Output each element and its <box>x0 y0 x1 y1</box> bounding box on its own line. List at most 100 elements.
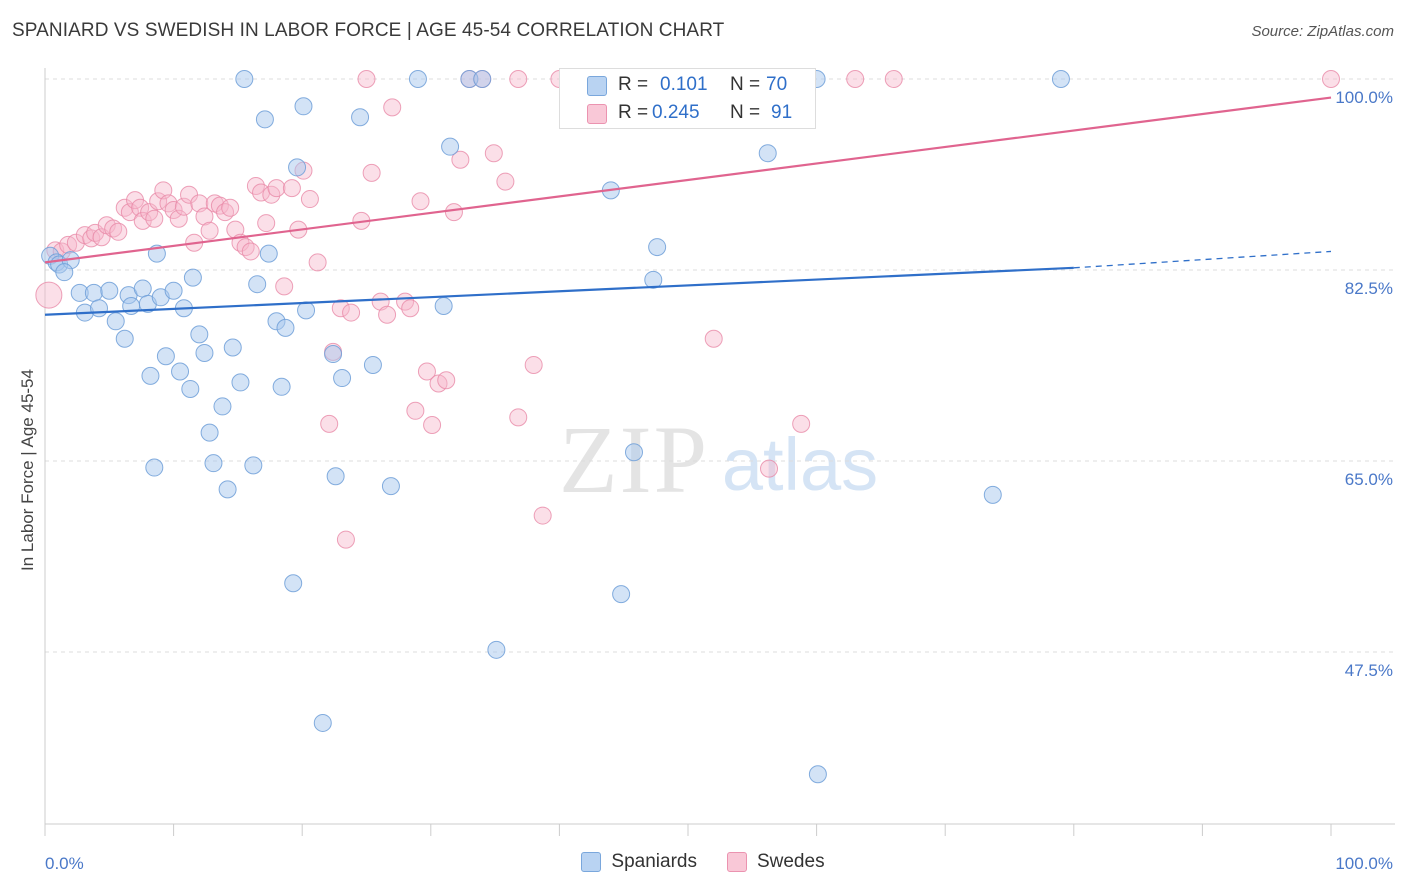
swedes-point <box>362 163 381 182</box>
spaniards-point <box>473 70 492 88</box>
legend-label-spaniards: Spaniards <box>611 851 697 872</box>
spaniards-point <box>434 297 453 316</box>
spaniards-point <box>644 270 663 289</box>
spaniards-point <box>351 108 370 127</box>
swedes-point <box>145 209 164 228</box>
spaniards-point <box>294 97 313 116</box>
swedes-point <box>411 192 430 211</box>
swedes-point <box>275 277 294 296</box>
tick-labels: 100.0% 82.5% 65.0% 47.5% 0.0% 100.0% <box>45 88 1393 873</box>
spaniards-point <box>84 283 103 302</box>
spaniards-trend-line <box>44 266 1074 316</box>
spaniards-point <box>218 480 237 499</box>
spaniards-point <box>195 343 214 362</box>
spaniards-point <box>248 275 267 294</box>
swedes-point <box>884 70 903 88</box>
n-value: 91 <box>771 102 793 123</box>
spaniards-point <box>288 158 307 177</box>
swedes-point <box>371 292 390 311</box>
spaniards-point <box>313 713 332 732</box>
trend-lines <box>44 96 1332 316</box>
spaniards-point <box>181 379 200 398</box>
swedes-point <box>241 242 260 261</box>
swedes-point <box>401 299 420 318</box>
swedes-point <box>342 303 361 322</box>
swedes-point <box>300 190 319 209</box>
n-value: 70 <box>766 74 788 95</box>
spaniards-point <box>141 366 160 385</box>
swedes-point <box>406 401 425 420</box>
swedes-point <box>164 200 183 219</box>
swedes-point <box>267 179 286 198</box>
swedes-point <box>109 222 128 241</box>
spaniards-point <box>145 458 164 477</box>
x-tick-label: 100.0% <box>1335 854 1393 873</box>
swedes-point <box>174 197 193 216</box>
r-value: 0.101 <box>660 74 708 95</box>
swedes-point <box>792 414 811 433</box>
swedes-point <box>451 150 470 169</box>
spaniards-point <box>235 70 254 88</box>
spaniards-point <box>487 640 506 659</box>
swedes-point <box>336 530 355 549</box>
swedes-point <box>524 355 543 374</box>
swedes-point <box>357 70 376 88</box>
spaniards-point <box>272 377 291 396</box>
r-label: R = <box>618 102 649 123</box>
swedes-point <box>120 203 139 222</box>
swedes-point <box>760 459 779 478</box>
swedes-point <box>104 219 123 238</box>
spaniards-point <box>90 299 109 318</box>
spaniards-point <box>223 338 242 357</box>
x-tick-label: 0.0% <box>45 854 84 873</box>
spaniards-point <box>624 443 643 462</box>
spaniards-point <box>758 144 777 163</box>
spaniards-trend-extension <box>1073 250 1332 269</box>
chart-title: SPANIARD VS SWEDISH IN LABOR FORCE | AGE… <box>12 20 725 41</box>
legend-label-swedes: Swedes <box>756 851 825 872</box>
spaniards-point <box>200 423 219 442</box>
legend-item-spaniards[interactable]: Spaniards <box>581 851 697 873</box>
gridlines <box>45 78 1395 653</box>
spaniards-point <box>612 585 631 604</box>
swedes-point <box>484 144 503 163</box>
spaniards-point <box>648 238 667 257</box>
spaniards-legend-swatch <box>581 852 602 872</box>
spaniards-points <box>41 70 1070 784</box>
spaniards-point <box>213 397 232 416</box>
n-label: N = <box>730 74 761 95</box>
spaniards-point <box>115 329 134 348</box>
swedes-point <box>846 70 865 88</box>
spaniards-point <box>255 110 274 129</box>
spaniards-point <box>441 137 460 156</box>
n-label: N = <box>730 102 761 123</box>
legend-item-swedes[interactable]: Swedes <box>726 851 825 873</box>
series-legend: Spaniards Swedes <box>0 851 1406 873</box>
y-tick-label: 82.5% <box>1345 279 1393 298</box>
source-label: Source: ZipAtlas.com <box>1251 23 1394 40</box>
swedes-point <box>308 253 327 272</box>
swedes-point <box>378 305 397 324</box>
swedes-point <box>496 172 515 191</box>
swedes-point <box>533 506 552 525</box>
swedes-point <box>1322 70 1340 88</box>
spaniards-point <box>363 355 382 374</box>
spaniards-point <box>133 279 152 298</box>
swedes-point <box>509 408 528 427</box>
swedes-swatch <box>587 104 607 124</box>
y-tick-label: 100.0% <box>1335 88 1393 107</box>
spaniards-point <box>183 268 202 287</box>
spaniards-point <box>259 244 278 263</box>
swedes-point <box>35 281 63 309</box>
swedes-trend-line <box>44 96 1332 264</box>
swedes-point <box>704 329 723 348</box>
spaniards-point <box>1051 70 1070 88</box>
swedes-point <box>169 209 188 228</box>
spaniards-point <box>106 312 125 331</box>
r-label: R = <box>618 74 649 95</box>
spaniards-point <box>171 362 190 381</box>
spaniards-point <box>983 485 1002 504</box>
spaniards-point <box>333 369 352 388</box>
swedes-legend-swatch <box>726 852 747 872</box>
